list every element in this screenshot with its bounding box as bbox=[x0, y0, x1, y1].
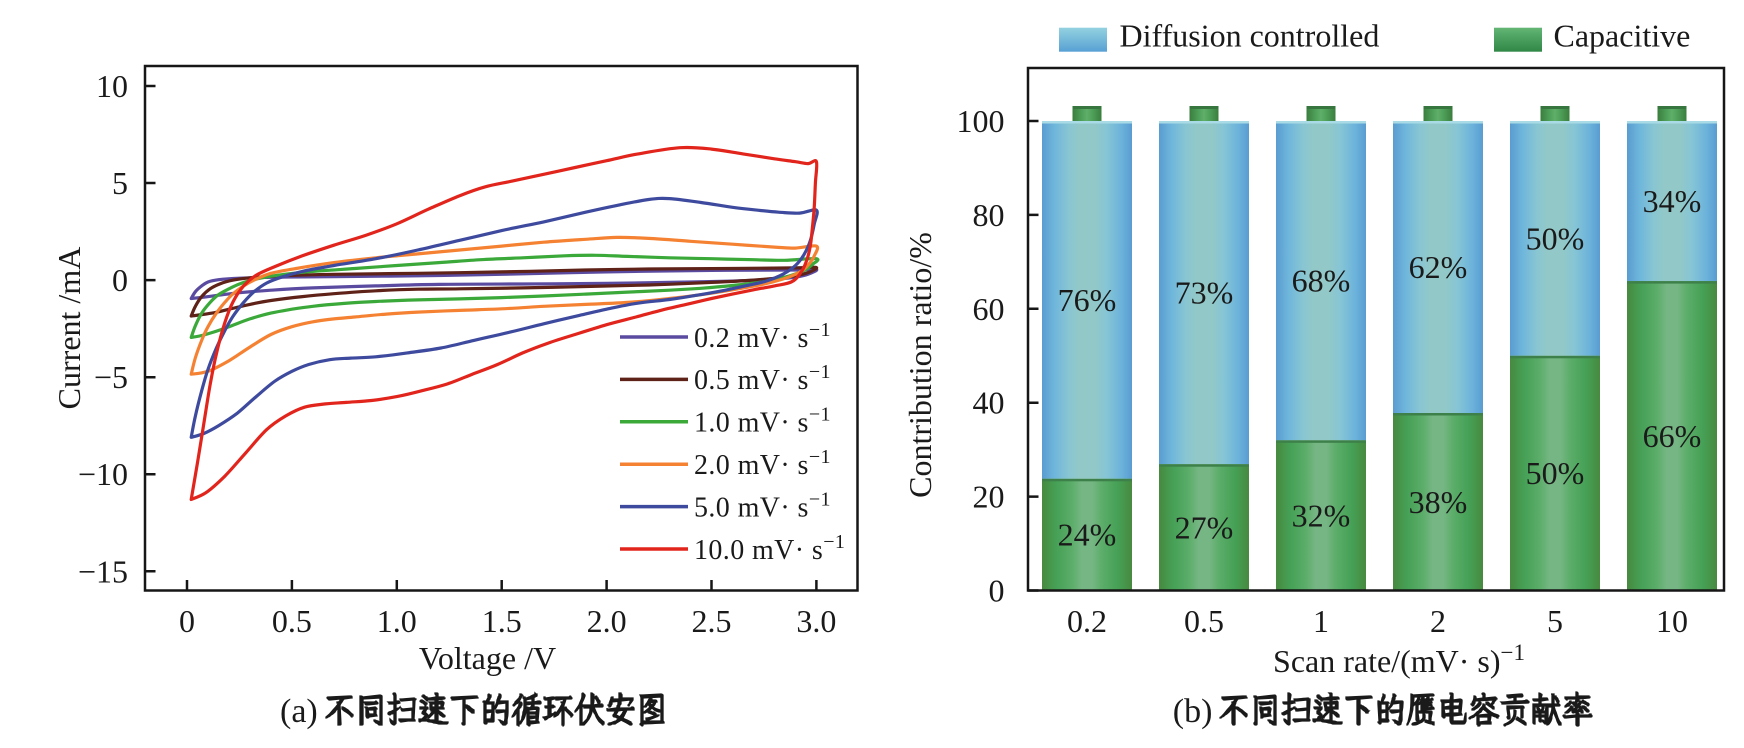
svg-text:0: 0 bbox=[989, 573, 1005, 609]
svg-text:0.2: 0.2 bbox=[1067, 603, 1107, 639]
svg-text:50%: 50% bbox=[1526, 455, 1585, 491]
svg-text:−15: −15 bbox=[78, 553, 128, 589]
svg-text:10: 10 bbox=[1656, 603, 1688, 639]
svg-text:76%: 76% bbox=[1058, 282, 1117, 318]
svg-text:Voltage /V: Voltage /V bbox=[419, 640, 556, 676]
svg-text:1.0: 1.0 bbox=[377, 603, 417, 639]
svg-text:62%: 62% bbox=[1409, 249, 1468, 285]
svg-text:2.0 mV· s−1: 2.0 mV· s−1 bbox=[694, 446, 831, 481]
svg-text:80: 80 bbox=[973, 197, 1005, 233]
svg-text:Contribution ratio/%: Contribution ratio/% bbox=[902, 232, 938, 498]
svg-text:38%: 38% bbox=[1409, 484, 1468, 520]
svg-text:Current /mA: Current /mA bbox=[51, 247, 87, 410]
svg-text:27%: 27% bbox=[1175, 509, 1234, 545]
svg-text:−10: −10 bbox=[78, 456, 128, 492]
svg-text:20: 20 bbox=[973, 479, 1005, 515]
svg-text:66%: 66% bbox=[1643, 418, 1702, 454]
svg-text:Diffusion controlled: Diffusion controlled bbox=[1120, 18, 1380, 54]
svg-text:10: 10 bbox=[96, 68, 128, 104]
svg-text:60: 60 bbox=[973, 291, 1005, 327]
svg-text:5: 5 bbox=[1547, 603, 1563, 639]
svg-text:5: 5 bbox=[112, 165, 128, 201]
svg-text:Capacitive: Capacitive bbox=[1554, 18, 1691, 54]
svg-text:34%: 34% bbox=[1643, 183, 1702, 219]
svg-text:100: 100 bbox=[957, 103, 1005, 139]
svg-text:10.0 mV· s−1: 10.0 mV· s−1 bbox=[694, 531, 845, 566]
svg-text:68%: 68% bbox=[1292, 263, 1351, 299]
svg-text:0.2 mV· s−1: 0.2 mV· s−1 bbox=[694, 319, 831, 354]
svg-text:2.5: 2.5 bbox=[692, 603, 732, 639]
svg-text:Scan rate/(mV· s)−1: Scan rate/(mV· s)−1 bbox=[1273, 640, 1525, 679]
svg-text:5.0 mV· s−1: 5.0 mV· s−1 bbox=[694, 488, 831, 523]
svg-text:−5: −5 bbox=[94, 359, 128, 395]
svg-text:0.5: 0.5 bbox=[272, 603, 312, 639]
svg-text:40: 40 bbox=[973, 385, 1005, 421]
svg-text:50%: 50% bbox=[1526, 220, 1585, 256]
svg-text:(a): (a) bbox=[280, 693, 318, 730]
svg-text:73%: 73% bbox=[1175, 275, 1234, 311]
svg-text:1.5: 1.5 bbox=[482, 603, 522, 639]
svg-text:1.0 mV· s−1: 1.0 mV· s−1 bbox=[694, 404, 831, 439]
svg-text:(b): (b) bbox=[1173, 693, 1213, 730]
svg-text:0: 0 bbox=[179, 603, 195, 639]
svg-text:2: 2 bbox=[1430, 603, 1446, 639]
svg-text:24%: 24% bbox=[1058, 517, 1117, 553]
svg-text:0: 0 bbox=[112, 262, 128, 298]
svg-text:32%: 32% bbox=[1292, 497, 1351, 533]
svg-text:1: 1 bbox=[1313, 603, 1329, 639]
svg-text:2.0: 2.0 bbox=[587, 603, 627, 639]
svg-text:0.5: 0.5 bbox=[1184, 603, 1224, 639]
svg-text:3.0: 3.0 bbox=[796, 603, 836, 639]
svg-text:0.5 mV· s−1: 0.5 mV· s−1 bbox=[694, 361, 831, 396]
